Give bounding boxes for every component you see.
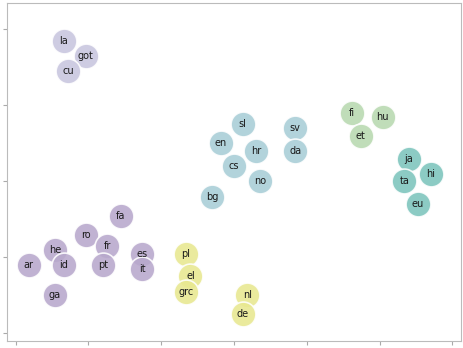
Text: cs: cs [228,161,239,171]
Text: sv: sv [289,123,300,133]
Point [404,156,412,161]
Text: nl: nl [242,291,251,300]
Text: ro: ro [81,230,90,240]
Text: fi: fi [348,108,354,118]
Point [208,194,215,199]
Text: got: got [77,51,94,61]
Text: ga: ga [49,291,61,300]
Point [81,232,89,237]
Point [217,141,224,146]
Text: hr: hr [250,146,261,156]
Point [238,312,246,317]
Text: it: it [139,264,145,274]
Point [426,171,433,176]
Text: grc: grc [178,287,193,296]
Point [291,125,298,131]
Text: hi: hi [425,169,434,179]
Text: ja: ja [404,153,412,164]
Point [413,201,420,207]
Point [238,121,246,127]
Point [348,110,355,116]
Text: et: et [355,131,365,141]
Point [230,164,237,169]
Point [138,251,146,256]
Point [51,247,59,253]
Text: el: el [186,271,194,282]
Text: de: de [236,309,248,319]
Point [186,274,194,279]
Point [103,243,111,249]
Point [81,53,89,59]
Point [25,262,32,268]
Text: fr: fr [104,241,111,251]
Point [291,148,298,154]
Text: ar: ar [24,260,34,270]
Point [117,213,124,219]
Text: pt: pt [98,260,108,270]
Point [243,293,250,298]
Text: eu: eu [411,199,423,209]
Text: ta: ta [399,176,408,187]
Point [400,179,407,184]
Text: cu: cu [62,66,74,76]
Point [378,114,386,120]
Text: id: id [59,260,68,270]
Point [99,262,106,268]
Point [252,148,259,154]
Point [138,266,146,272]
Text: la: la [59,36,68,46]
Point [64,69,72,74]
Point [256,179,263,184]
Text: sl: sl [238,119,246,129]
Point [182,289,189,294]
Text: hu: hu [375,112,388,122]
Text: fa: fa [116,211,125,221]
Text: no: no [254,176,266,187]
Point [182,251,189,256]
Point [356,133,363,139]
Point [60,262,67,268]
Text: da: da [288,146,300,156]
Text: es: es [137,248,148,259]
Point [60,38,67,44]
Text: he: he [49,245,61,255]
Text: pl: pl [181,248,190,259]
Text: bg: bg [206,192,218,201]
Point [51,293,59,298]
Text: en: en [214,139,226,148]
